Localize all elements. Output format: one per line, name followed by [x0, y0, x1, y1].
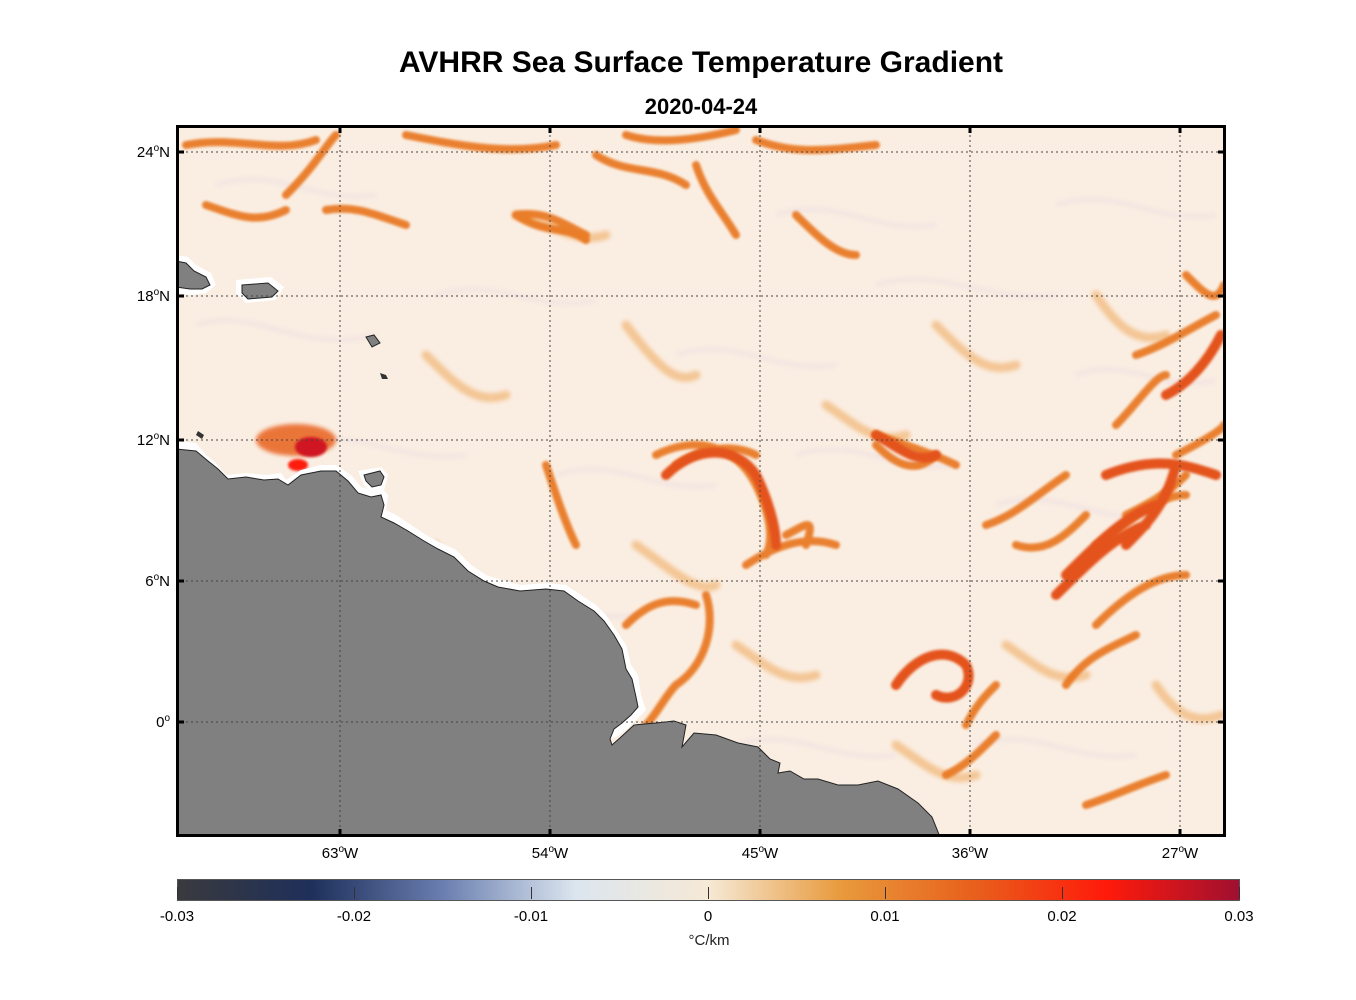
- lat-label-18n: 18oN: [136, 287, 170, 305]
- colorbar-tick-label: 0.02: [1047, 908, 1077, 925]
- colorbar-tick-label: -0.01: [513, 908, 549, 925]
- map-panel: [176, 125, 1226, 837]
- lat-label-6n: 6oN: [145, 572, 170, 590]
- map-border: [176, 125, 1226, 837]
- colorbar-tick-label: -0.02: [336, 908, 372, 925]
- lat-label-24n: 24oN: [136, 143, 170, 161]
- lon-label-63w: 63oW: [321, 844, 359, 862]
- colorbar-tick-label: 0: [703, 908, 713, 925]
- graticule: [176, 125, 1226, 837]
- lon-label-45w: 45oW: [741, 844, 779, 862]
- colorbar-tickmark: [1062, 887, 1063, 899]
- land-caribbean-islands: [176, 255, 388, 493]
- colorbar-tick-label: -0.03: [159, 908, 195, 925]
- lat-label-0: 0o: [156, 713, 170, 731]
- colorbar-tick-label: 0.03: [1224, 908, 1254, 925]
- colorbar-unit-label: °C/km: [688, 932, 730, 949]
- colorbar-tickmark: [531, 887, 532, 899]
- lon-label-54w: 54oW: [531, 844, 569, 862]
- colorbar-tickmark: [1239, 887, 1240, 899]
- medium-fronts: [182, 126, 1226, 809]
- lon-label-36w: 36oW: [951, 844, 989, 862]
- colorbar-tick-label: 0.01: [870, 908, 900, 925]
- strong-fronts: [661, 330, 1226, 703]
- sst-gradient-map: [176, 125, 1226, 837]
- colorbar-tickmark: [708, 887, 709, 899]
- colorbar-tickmark: [354, 887, 355, 899]
- map-subtitle-date: 2020-04-24: [644, 94, 758, 119]
- colorbar-tickmark: [177, 887, 178, 899]
- lon-label-27w: 27oW: [1161, 844, 1199, 862]
- land-south-america: [176, 441, 941, 837]
- colorbar-tickmark: [885, 887, 886, 899]
- map-title: AVHRR Sea Surface Temperature Gradient: [398, 46, 1004, 79]
- lat-label-12n: 12oN: [136, 431, 170, 449]
